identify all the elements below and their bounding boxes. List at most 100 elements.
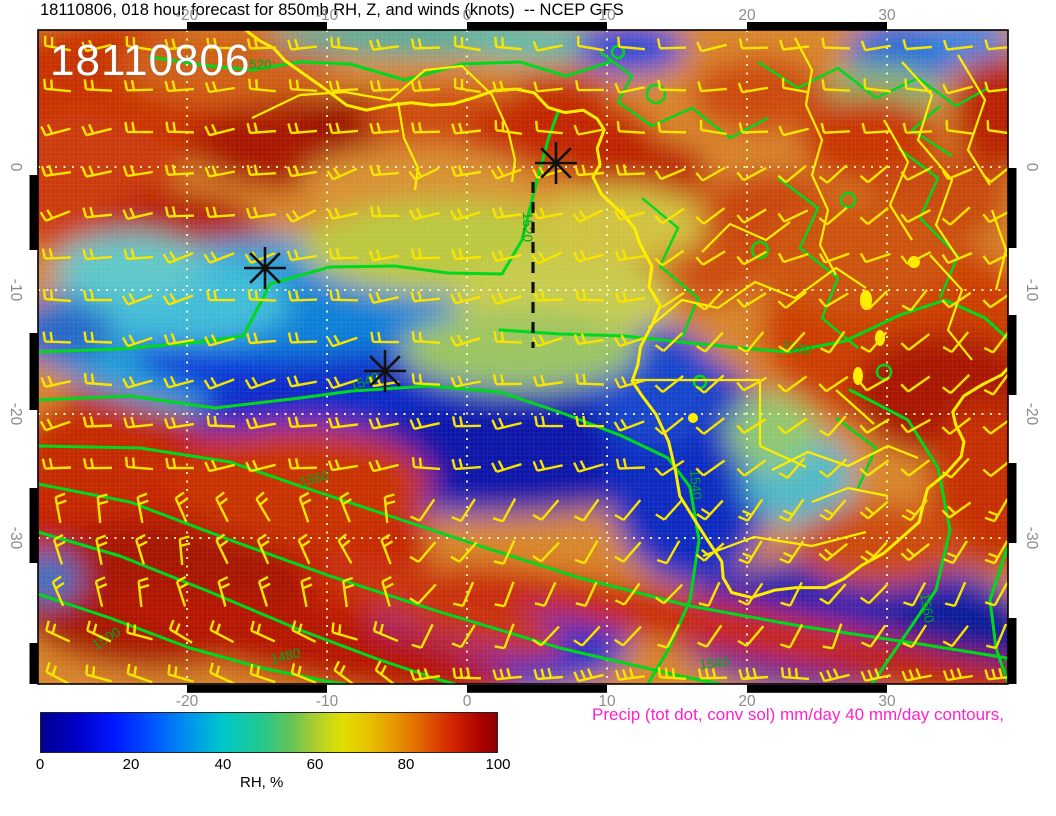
wind-barb <box>83 331 113 344</box>
wind-barb <box>900 208 932 224</box>
wind-barb <box>369 206 400 218</box>
wind-barb <box>39 209 71 222</box>
wind-barb <box>337 533 353 564</box>
wind-barb <box>411 373 441 386</box>
wind-barb <box>204 81 235 94</box>
wind-barb <box>736 250 767 266</box>
wind-barb <box>695 417 726 435</box>
wind-barb <box>941 374 971 395</box>
wind-barb <box>614 499 642 522</box>
wind-barb <box>575 581 598 607</box>
wind-barb <box>327 459 358 472</box>
wind-barb <box>614 291 646 304</box>
wind-barb <box>617 36 646 51</box>
wind-barb <box>257 575 271 607</box>
wind-barb <box>534 581 557 607</box>
wind-barb <box>165 457 194 470</box>
wind-barb <box>326 334 358 348</box>
page-title: 18110806, 018 hour forecast for 850mb RH… <box>40 1 624 19</box>
wind-barb <box>532 374 564 387</box>
wind-barb <box>255 491 271 522</box>
wind-barb <box>818 458 848 478</box>
wind-barb <box>248 78 277 93</box>
wind-barb <box>654 332 684 352</box>
wind-barb <box>339 491 352 523</box>
wind-barb <box>285 209 317 223</box>
height-contour-label: 1520 <box>1001 656 1019 687</box>
wind-barb <box>204 459 235 473</box>
lake <box>688 413 698 423</box>
wind-barb <box>297 533 311 565</box>
wind-barb <box>163 375 194 389</box>
wind-barb <box>411 331 441 344</box>
wind-barb <box>122 165 154 178</box>
wind-barb <box>860 541 888 563</box>
right-axis-tick: -30 <box>1023 526 1040 550</box>
wind-barb <box>82 248 113 261</box>
wind-barb <box>859 207 889 225</box>
wind-barb <box>738 38 769 50</box>
wind-barb <box>328 248 359 260</box>
wind-barb <box>410 290 441 303</box>
wind-barb <box>41 458 72 470</box>
wind-barb <box>531 334 563 348</box>
wind-barb <box>657 623 680 649</box>
wind-barb <box>697 81 728 93</box>
wind-barb <box>256 533 270 565</box>
wind-barb <box>901 668 933 682</box>
wind-barb <box>984 667 1008 681</box>
storm-marker-asterisk <box>364 350 406 392</box>
wind-barb <box>821 79 851 92</box>
wind-barb <box>287 38 318 51</box>
wind-barb <box>453 35 481 52</box>
wind-barb <box>492 667 523 681</box>
wind-barb <box>900 251 932 265</box>
wind-barb <box>777 164 807 184</box>
wind-barb <box>217 576 231 607</box>
wind-barb <box>573 333 604 346</box>
africa-coastline <box>244 30 1008 599</box>
wind-barb <box>532 459 563 472</box>
wind-barb <box>982 253 1008 265</box>
wind-barb <box>125 36 154 52</box>
wind-barb <box>859 418 890 434</box>
wind-barb <box>860 624 887 648</box>
wind-barb <box>696 331 724 353</box>
wind-barb <box>859 500 889 520</box>
wind-barb <box>326 376 358 390</box>
wind-barb <box>859 376 890 392</box>
wind-barb <box>369 80 400 92</box>
wind-barb <box>781 77 810 94</box>
wind-barb <box>738 667 769 681</box>
wind-barb <box>820 122 851 134</box>
wind-barb <box>900 542 930 562</box>
wind-barb <box>654 167 686 181</box>
precip-note: Precip (tot dot, conv sol) mm/day 40 mm/… <box>592 705 1004 724</box>
wind-barb <box>209 662 235 684</box>
wind-barb <box>903 581 927 607</box>
wind-barb <box>738 498 764 522</box>
wind-barb <box>368 38 400 51</box>
wind-barb <box>944 581 967 608</box>
wind-barb <box>287 458 318 470</box>
wind-barb <box>859 164 889 184</box>
wind-barb <box>942 83 973 95</box>
right-axis-tick: -10 <box>1023 278 1040 302</box>
wind-barb <box>83 79 113 92</box>
wind-barb <box>982 419 1008 435</box>
wind-barb <box>900 375 931 393</box>
wind-barb <box>327 207 358 220</box>
wind-barb <box>409 583 437 605</box>
bottom-axis-tick: 20 <box>738 693 756 710</box>
wind-barb <box>863 78 892 93</box>
wind-barb <box>941 501 972 519</box>
wind-barb <box>574 540 599 565</box>
wind-barb <box>410 498 436 522</box>
map-frame <box>29 22 1017 693</box>
wind-barb <box>535 120 564 135</box>
wind-barb <box>410 122 441 134</box>
wind-barb <box>695 250 726 266</box>
wind-barb <box>41 248 72 260</box>
wind-barb <box>532 625 560 647</box>
wind-barb <box>532 541 560 563</box>
